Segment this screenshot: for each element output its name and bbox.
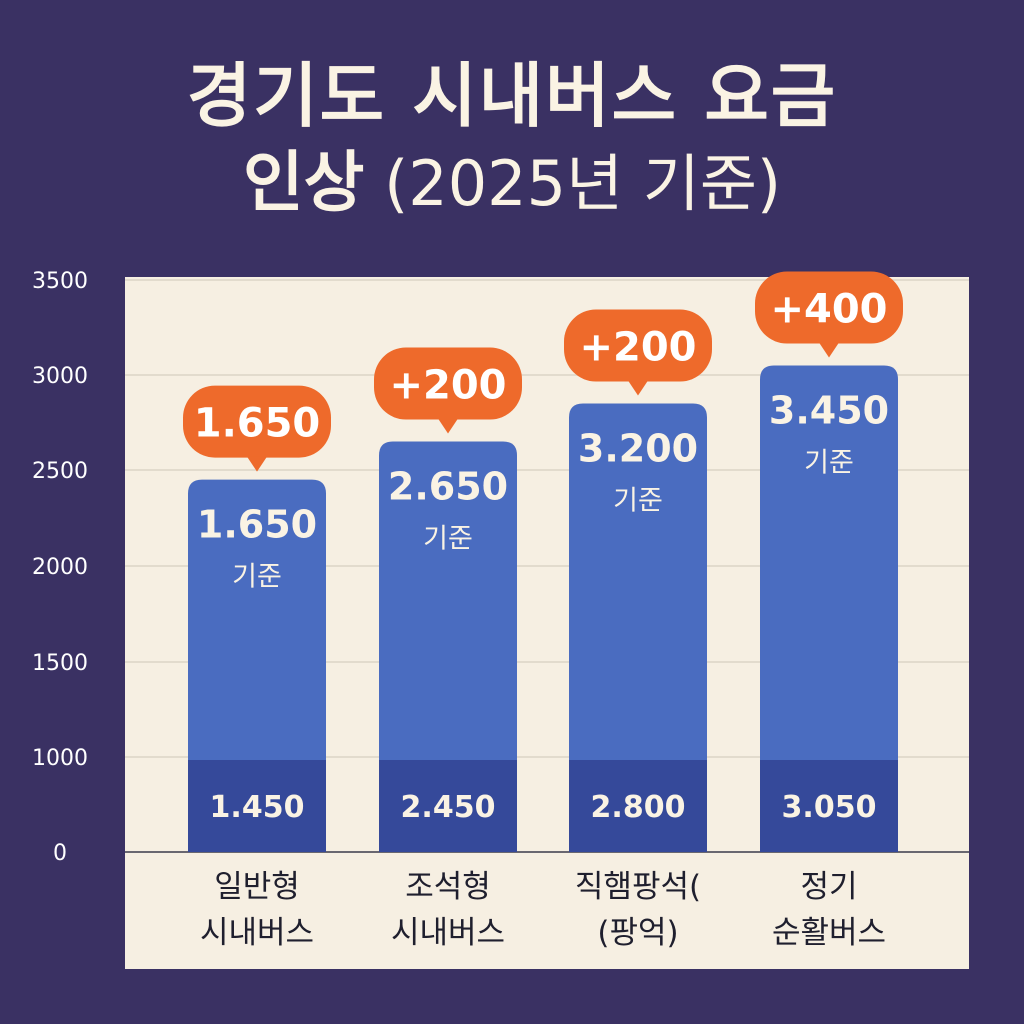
bar-base-label: 2.800	[591, 790, 686, 825]
title-line-2-rest: (2025년 기준)	[364, 147, 782, 220]
bar-top-label: 3.200	[578, 427, 698, 471]
bar	[569, 403, 707, 852]
callout-pointer	[819, 342, 839, 358]
y-tick-label: 1500	[32, 651, 88, 676]
x-category-label: 시내버스	[200, 915, 314, 951]
y-tick-label: 2000	[32, 555, 88, 580]
callout-label: +400	[770, 287, 887, 333]
y-tick-label: 3500	[32, 269, 88, 294]
callout-bubble	[374, 347, 522, 420]
x-category-label: 일반형	[214, 869, 300, 905]
bar-base-label: 2.450	[401, 790, 496, 825]
bar	[379, 441, 517, 852]
callout-label: +200	[389, 363, 506, 409]
bar-lower-segment	[760, 760, 898, 852]
bar-top-label: 1.650	[197, 503, 317, 547]
y-tick-label: 1000	[32, 746, 88, 771]
bar-top-label: 3.450	[769, 389, 889, 433]
title-line-2: 인상 (2025년 기준)	[0, 140, 1024, 227]
bar-base-label: 1.450	[210, 790, 305, 825]
y-tick-label: 2500	[32, 459, 88, 484]
callout-pointer	[438, 418, 458, 434]
x-category-label: 정기	[800, 869, 857, 905]
bar-lower-segment	[569, 760, 707, 852]
y-tick-label: 0	[53, 841, 67, 866]
callout-label: 1.650	[194, 401, 321, 447]
y-tick-label: 3000	[32, 364, 88, 389]
bar-base-label: 3.050	[782, 790, 877, 825]
callout-pointer	[628, 380, 648, 396]
bar-sub-label: 기준	[804, 448, 854, 479]
x-category-label: 직햄팡석(	[575, 869, 701, 905]
bar-lower-segment	[379, 760, 517, 852]
bar-sub-label: 기준	[613, 486, 663, 517]
callout-bubble	[564, 309, 712, 382]
bar-lower-segment	[188, 760, 326, 852]
callout-bubble	[183, 385, 331, 458]
bar	[760, 365, 898, 852]
bar-sub-label: 기준	[232, 562, 282, 593]
x-category-label: 조석형	[405, 869, 491, 905]
title-line-1: 경기도 시내버스 요금	[186, 55, 838, 137]
x-category-label: 시내버스	[391, 915, 505, 951]
callout-pointer	[247, 456, 267, 472]
bar-top-label: 2.650	[388, 465, 508, 509]
x-category-label: 순활버스	[772, 915, 886, 951]
callout-label: +200	[579, 325, 696, 371]
title-line-2-strong: 인상	[242, 144, 365, 221]
chart-title: 경기도 시내버스 요금 인상 (2025년 기준)	[0, 52, 1024, 227]
bar-sub-label: 기준	[423, 524, 473, 555]
x-category-label: (팡억)	[597, 915, 678, 951]
callout-bubble	[755, 271, 903, 344]
bar	[188, 479, 326, 852]
